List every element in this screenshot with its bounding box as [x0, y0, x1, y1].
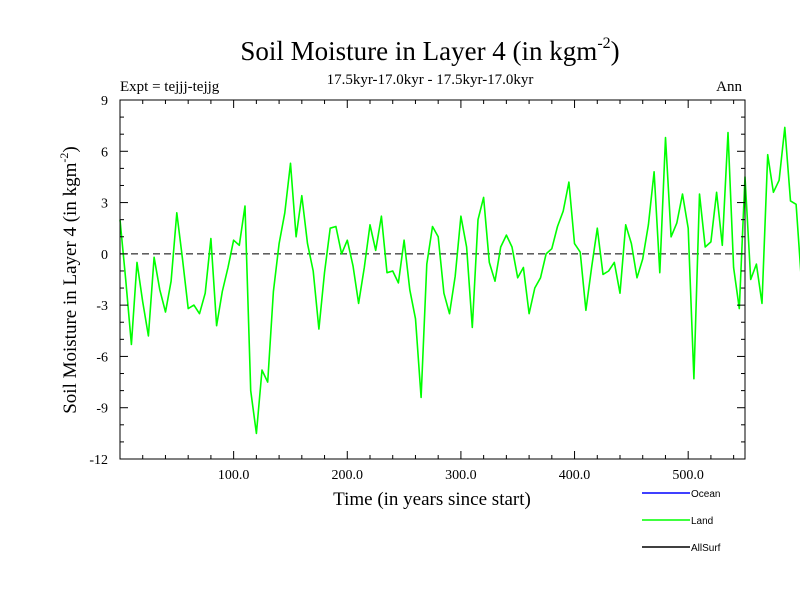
- legend-label-ocean: Ocean: [691, 489, 720, 500]
- chart-subtitle: 17.5kyr-17.0kyr - 17.5kyr-17.0kyr: [327, 72, 534, 88]
- y-tick-label: 0: [101, 248, 108, 263]
- x-axis-label: Time (in years since start): [333, 489, 531, 510]
- y-tick-label: 3: [101, 197, 108, 212]
- y-tick-label: -9: [96, 402, 108, 417]
- chart-title: Soil Moisture in Layer 4 (in kgm-2): [240, 35, 619, 66]
- x-tick-label: 100.0: [218, 468, 250, 483]
- y-tick-label: -6: [96, 350, 108, 365]
- y-tick-label: 6: [101, 145, 108, 160]
- legend-label-allsurf: AllSurf: [691, 543, 721, 554]
- plot-frame: [119, 99, 746, 460]
- y-axis-label: Soil Moisture in Layer 4 (in kgm-2): [57, 146, 81, 414]
- x-tick-label: 500.0: [672, 468, 704, 483]
- season-label: Ann: [716, 79, 742, 95]
- x-tick-label: 400.0: [559, 468, 591, 483]
- y-tick-label: 9: [101, 94, 108, 109]
- y-tick-label: -3: [96, 299, 108, 314]
- legend-label-land: Land: [691, 516, 713, 527]
- expt-label: Expt = tejjj-tejjg: [120, 79, 220, 95]
- y-tick-label: -12: [89, 453, 108, 468]
- x-tick-label: 200.0: [332, 468, 364, 483]
- x-tick-label: 300.0: [445, 468, 477, 483]
- series-line-land: [119, 126, 800, 435]
